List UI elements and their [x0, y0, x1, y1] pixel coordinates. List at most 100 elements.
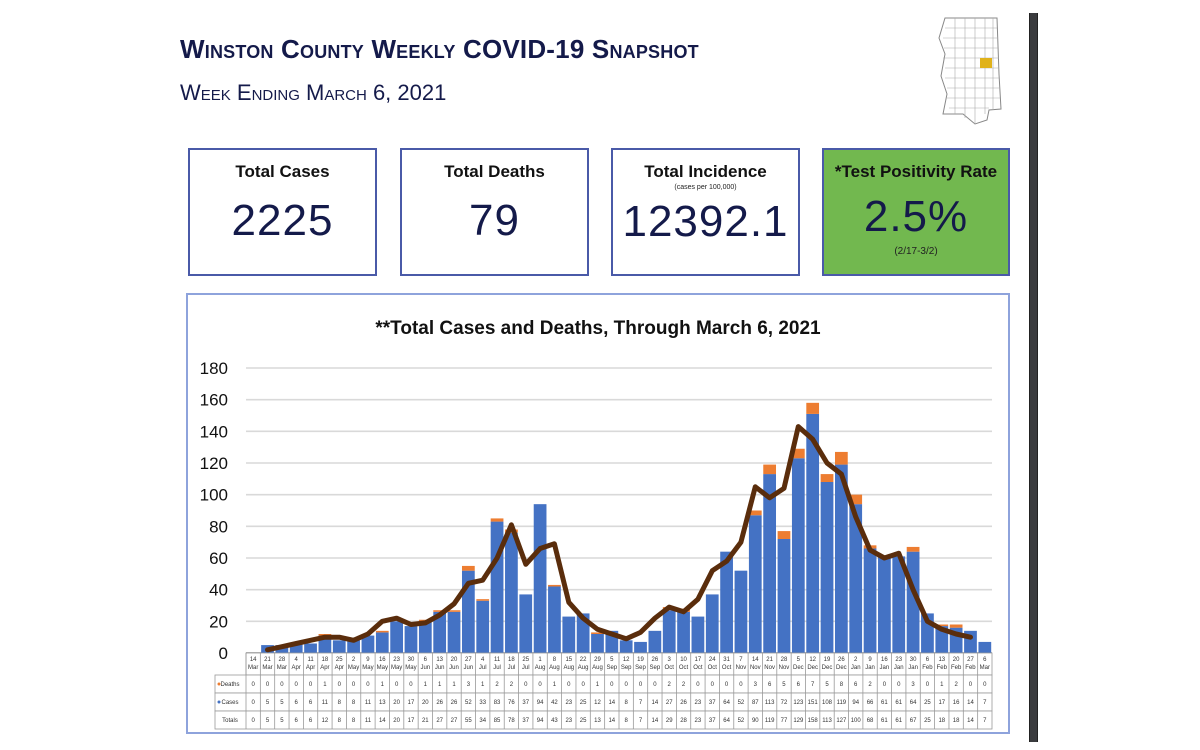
- table-cell: 0: [567, 682, 571, 688]
- table-cell: 6: [295, 700, 299, 706]
- table-cell: 6: [309, 700, 313, 706]
- table-date-month: Jun: [464, 665, 474, 671]
- table-date-day: 12: [809, 657, 816, 663]
- table-cell: 123: [793, 700, 804, 706]
- table-date-month: Dec: [836, 665, 847, 671]
- cases-bar: [634, 641, 647, 653]
- deaths-bar: [476, 599, 490, 601]
- table-cell: 83: [494, 700, 501, 706]
- test-positivity-value: 2.5%: [863, 192, 969, 241]
- table-cell: 17: [408, 700, 415, 706]
- table-date-month: Dec: [807, 665, 818, 671]
- deaths-bar: [447, 610, 461, 612]
- cases-bar: [289, 643, 303, 653]
- table-date-day: 31: [723, 657, 730, 663]
- deaths-bar: [791, 448, 805, 459]
- table-cell: 0: [538, 682, 542, 688]
- page-divider: [1029, 13, 1038, 742]
- table-cell: 25: [580, 718, 587, 724]
- y-tick-label: 100: [200, 486, 228, 505]
- total-cases-label: Total Cases: [235, 162, 330, 181]
- table-cell: 12: [594, 700, 601, 706]
- table-date-day: 13: [436, 657, 443, 663]
- table-date-month: Feb: [922, 665, 933, 671]
- table-date-day: 25: [522, 657, 529, 663]
- table-date-month: Nov: [779, 665, 790, 671]
- table-cell: 37: [522, 700, 529, 706]
- table-date-month: Jan: [851, 665, 861, 671]
- table-date-month: Mar: [980, 665, 990, 671]
- deaths-bar: [461, 565, 475, 571]
- table-cell: 0: [252, 682, 256, 688]
- table-cell: 0: [639, 682, 643, 688]
- table-cell: 1: [553, 682, 557, 688]
- table-cell: 6: [797, 682, 801, 688]
- table-date-day: 16: [881, 657, 888, 663]
- cases-bar: [748, 515, 762, 653]
- cases-bar: [763, 474, 777, 653]
- table-date-month: Apr: [320, 665, 329, 671]
- table-date-day: 23: [393, 657, 400, 663]
- table-cell: 13: [594, 718, 601, 724]
- table-date-day: 3: [668, 657, 672, 663]
- table-date-month: Dec: [822, 665, 833, 671]
- table-cell: 14: [967, 718, 974, 724]
- table-cell: 6: [854, 682, 858, 688]
- table-date-month: Feb: [937, 665, 948, 671]
- table-cell: 27: [666, 700, 673, 706]
- total-incidence-label: Total Incidence: [644, 162, 767, 181]
- table-cell: 52: [738, 700, 745, 706]
- table-date-month: Dec: [793, 665, 804, 671]
- table-cell: 7: [983, 700, 987, 706]
- page-title: Winston County Weekly COVID-19 Snapshot: [180, 34, 699, 64]
- total-deaths-value: 79: [469, 196, 520, 245]
- table-date-day: 28: [781, 657, 788, 663]
- table-cell: 0: [610, 682, 614, 688]
- table-cell: 61: [895, 718, 902, 724]
- table-cell: 0: [983, 682, 987, 688]
- table-date-day: 25: [336, 657, 343, 663]
- table-date-day: 2: [854, 657, 858, 663]
- cases-bar: [892, 556, 906, 653]
- table-date-day: 9: [868, 657, 872, 663]
- table-cell: 27: [451, 718, 458, 724]
- cases-bar: [505, 532, 518, 653]
- table-date-month: Mar: [277, 665, 287, 671]
- total-deaths-label: Total Deaths: [444, 162, 545, 181]
- table-cell: 20: [393, 718, 400, 724]
- table-date-day: 1: [538, 657, 542, 663]
- table-date-day: 16: [379, 657, 386, 663]
- table-date-day: 5: [797, 657, 801, 663]
- table-cell: 12: [322, 718, 329, 724]
- table-cell: 94: [537, 718, 544, 724]
- mississippi-county-map-icon: [938, 17, 1002, 125]
- table-date-day: 11: [307, 657, 314, 663]
- table-date-day: 27: [967, 657, 974, 663]
- table-cell: 34: [479, 718, 486, 724]
- cases-bar: [720, 551, 733, 653]
- cases-bar: [677, 611, 690, 653]
- table-cell: 76: [508, 700, 515, 706]
- table-date-month: Apr: [292, 665, 301, 671]
- table-cell: 11: [322, 700, 329, 706]
- cases-bar: [490, 521, 504, 653]
- table-date-month: Aug: [578, 665, 589, 671]
- table-cell: 8: [625, 718, 629, 724]
- table-row-label: Cases: [221, 700, 238, 706]
- cases-bar: [562, 616, 576, 653]
- winston-county-highlight: [980, 58, 992, 68]
- deaths-bar: [433, 610, 447, 612]
- table-cell: 1: [438, 682, 442, 688]
- table-date-day: 21: [766, 657, 773, 663]
- table-cell: 7: [983, 718, 987, 724]
- table-cell: 0: [280, 682, 284, 688]
- table-date-month: Aug: [592, 665, 603, 671]
- table-cell: 17: [938, 700, 945, 706]
- table-date-month: Sep: [635, 665, 646, 671]
- deaths-legend-marker: [217, 682, 221, 686]
- table-cell: 2: [682, 682, 686, 688]
- table-cell: 85: [494, 718, 501, 724]
- table-cell: 1: [596, 682, 600, 688]
- table-cell: 42: [551, 700, 558, 706]
- y-tick-label: 120: [200, 454, 228, 473]
